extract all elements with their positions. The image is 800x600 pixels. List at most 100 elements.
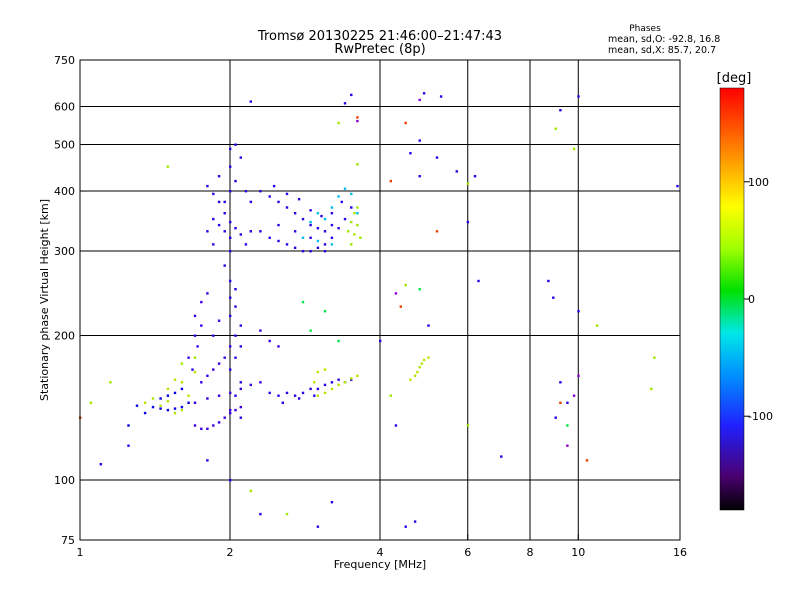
echo-point	[187, 401, 190, 404]
x-tick-label: 6	[464, 546, 471, 559]
colorbar-ticks: 100 0 -100	[744, 176, 773, 423]
echo-point	[277, 223, 280, 227]
echo-point	[301, 236, 305, 239]
echo-point	[293, 246, 297, 249]
echo-point	[196, 345, 199, 348]
echo-point	[418, 288, 421, 291]
echo-point	[353, 233, 356, 236]
echo-point	[173, 378, 177, 381]
echo-point	[337, 227, 340, 230]
echo-point	[559, 109, 562, 112]
colorbar-label: [deg]	[717, 71, 752, 86]
echo-point	[418, 175, 421, 178]
echo-point	[229, 314, 232, 318]
echo-point	[330, 501, 334, 504]
echo-point	[200, 300, 203, 304]
echo-point	[323, 230, 327, 233]
data-points	[79, 92, 679, 528]
echo-point	[151, 405, 155, 409]
echo-point	[217, 223, 221, 227]
echo-point	[301, 250, 305, 253]
echo-point	[206, 374, 209, 377]
echo-point	[229, 250, 232, 253]
y-axis-label: Stationary phase Virtual Height [km]	[38, 199, 51, 401]
echo-point	[212, 334, 215, 337]
echo-point	[229, 220, 232, 224]
echo-point	[439, 95, 443, 98]
echo-point	[127, 444, 130, 447]
echo-point	[272, 184, 276, 188]
echo-point	[223, 200, 226, 204]
echo-point	[217, 421, 221, 424]
echo-point	[268, 339, 271, 343]
echo-point	[427, 324, 430, 327]
x-tick-label: 2	[227, 546, 234, 559]
echo-point	[166, 387, 170, 391]
echo-point	[477, 279, 480, 283]
echo-point	[206, 184, 209, 188]
echo-point	[234, 334, 237, 337]
echo-point	[234, 305, 237, 308]
echo-point	[297, 198, 301, 201]
colorbar-tick-label: -100	[748, 410, 773, 423]
echo-point	[337, 121, 340, 125]
echo-point	[566, 401, 569, 404]
echo-point	[394, 292, 398, 295]
echo-point	[409, 152, 412, 155]
echo-point	[285, 192, 289, 196]
y-tick-label: 500	[54, 139, 75, 152]
echo-point	[347, 230, 350, 233]
echo-point	[316, 387, 320, 391]
echo-point	[212, 368, 215, 371]
echo-point	[554, 416, 557, 419]
colorbar-tick-label: 0	[748, 293, 755, 306]
echo-point	[187, 356, 190, 359]
echo-point	[316, 394, 320, 397]
echo-point	[418, 98, 421, 102]
echo-point	[323, 383, 327, 387]
stats-o-mode: mean, sd,O: -92.8, 16.8	[608, 34, 720, 45]
y-tick-label: 400	[54, 185, 75, 198]
echo-point	[350, 206, 353, 209]
echo-point	[313, 381, 316, 384]
echo-point	[309, 329, 312, 332]
echo-point	[323, 250, 327, 253]
echo-point	[309, 220, 312, 224]
echo-point	[330, 223, 334, 227]
echo-point	[200, 324, 203, 327]
echo-point	[293, 212, 297, 215]
echo-point	[159, 404, 162, 407]
echo-point	[466, 220, 470, 224]
echo-point	[217, 200, 221, 204]
echo-point	[337, 378, 340, 381]
echo-point	[416, 370, 419, 374]
echo-point	[249, 489, 252, 493]
echo-point	[427, 356, 430, 359]
colorbar	[719, 87, 745, 511]
echo-point	[249, 200, 252, 204]
y-tick-label: 600	[54, 101, 75, 114]
echo-point	[212, 192, 215, 196]
echo-point	[239, 156, 242, 159]
echo-point	[309, 209, 312, 212]
echo-point	[151, 397, 155, 400]
echo-point	[330, 206, 334, 209]
echo-point	[223, 230, 226, 233]
echo-point	[259, 329, 262, 332]
echo-point	[323, 391, 327, 395]
grid-lines	[80, 60, 680, 540]
echo-point	[356, 206, 359, 209]
echo-point	[268, 195, 271, 198]
echo-point	[676, 184, 679, 188]
echo-point	[193, 424, 197, 427]
echo-point	[301, 300, 305, 304]
echo-point	[330, 387, 334, 391]
echo-point	[389, 179, 392, 183]
echo-point	[229, 190, 232, 193]
echo-point	[572, 394, 576, 397]
echo-point	[259, 230, 262, 233]
echo-point	[301, 391, 305, 395]
echo-point	[455, 170, 458, 173]
y-tick-label: 750	[54, 54, 75, 67]
echo-point	[309, 223, 312, 227]
